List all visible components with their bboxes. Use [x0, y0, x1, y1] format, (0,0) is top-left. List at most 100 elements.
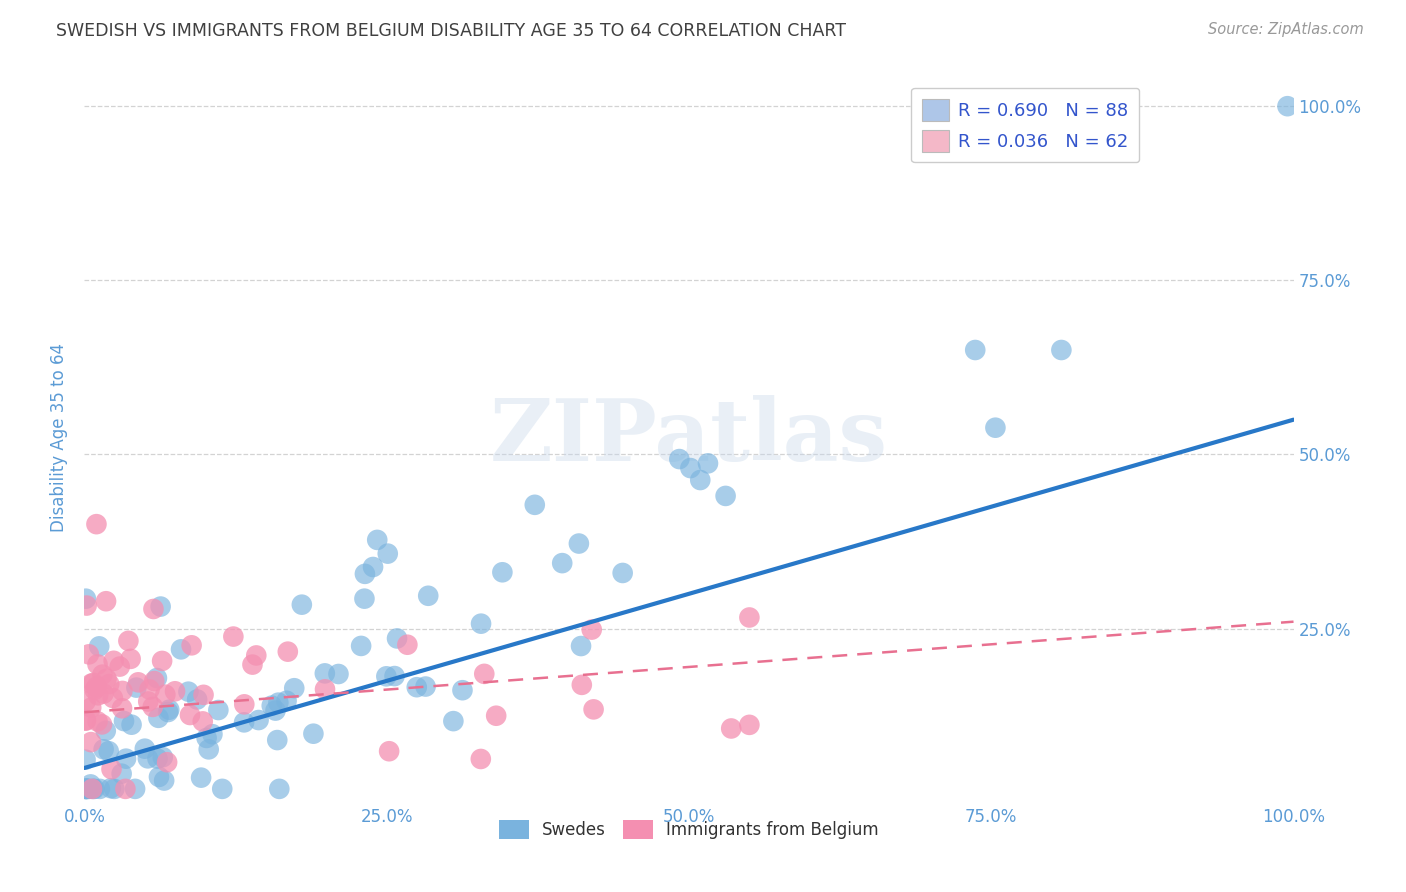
Point: [108, 659, 131, 673]
Point: [75, 753, 97, 767]
Point: [247, 713, 270, 727]
Point: [396, 638, 419, 652]
Point: [415, 680, 437, 694]
Point: [350, 639, 373, 653]
Point: [157, 705, 180, 719]
Point: [153, 773, 176, 788]
Point: [80, 735, 103, 749]
Point: [523, 498, 546, 512]
Point: [98, 677, 121, 691]
Point: [245, 648, 267, 663]
Point: [75, 713, 97, 727]
Point: [418, 589, 440, 603]
Point: [222, 630, 245, 644]
Point: [114, 781, 136, 796]
Text: ZIPatlas: ZIPatlas: [489, 395, 889, 479]
Point: [984, 420, 1007, 434]
Text: Source: ZipAtlas.com: Source: ZipAtlas.com: [1208, 22, 1364, 37]
Point: [120, 652, 142, 666]
Point: [612, 566, 634, 580]
Point: [77, 648, 100, 662]
Point: [142, 602, 165, 616]
Point: [242, 657, 264, 672]
Point: [377, 547, 399, 561]
Point: [83, 682, 105, 697]
Point: [111, 684, 134, 698]
Legend: Swedes, Immigrants from Belgium: Swedes, Immigrants from Belgium: [492, 814, 886, 846]
Point: [668, 452, 690, 467]
Point: [283, 681, 305, 696]
Point: [738, 718, 761, 732]
Point: [491, 566, 513, 580]
Point: [689, 473, 711, 487]
Point: [233, 698, 256, 712]
Point: [353, 591, 375, 606]
Point: [76, 599, 98, 613]
Point: [146, 751, 169, 765]
Point: [195, 731, 218, 745]
Point: [80, 700, 103, 714]
Point: [82, 781, 104, 796]
Point: [302, 727, 325, 741]
Point: [94, 723, 117, 738]
Point: [86, 714, 108, 729]
Point: [714, 489, 737, 503]
Point: [115, 752, 138, 766]
Point: [152, 750, 174, 764]
Point: [101, 690, 124, 705]
Point: [121, 717, 143, 731]
Point: [100, 762, 122, 776]
Point: [75, 694, 97, 708]
Text: SWEDISH VS IMMIGRANTS FROM BELGIUM DISABILITY AGE 35 TO 64 CORRELATION CHART: SWEDISH VS IMMIGRANTS FROM BELGIUM DISAB…: [56, 22, 846, 40]
Point: [179, 708, 201, 723]
Point: [149, 599, 172, 614]
Point: [260, 698, 283, 713]
Point: [86, 680, 108, 694]
Point: [142, 699, 165, 714]
Point: [75, 781, 97, 796]
Point: [96, 672, 118, 686]
Point: [177, 684, 200, 698]
Point: [136, 751, 159, 765]
Point: [385, 632, 408, 646]
Point: [267, 696, 290, 710]
Point: [291, 598, 314, 612]
Point: [93, 686, 115, 700]
Point: [112, 714, 135, 728]
Point: [76, 781, 98, 796]
Point: [485, 708, 508, 723]
Point: [470, 752, 492, 766]
Point: [582, 702, 605, 716]
Point: [269, 781, 291, 796]
Point: [148, 711, 170, 725]
Point: [136, 694, 159, 708]
Point: [170, 642, 193, 657]
Point: [86, 657, 108, 672]
Point: [138, 682, 160, 697]
Point: [75, 781, 97, 796]
Point: [441, 714, 464, 728]
Point: [117, 633, 139, 648]
Point: [186, 692, 208, 706]
Point: [314, 682, 336, 697]
Point: [1050, 343, 1073, 357]
Point: [75, 781, 97, 796]
Point: [127, 675, 149, 690]
Point: [124, 781, 146, 796]
Point: [354, 566, 377, 581]
Point: [180, 638, 202, 652]
Point: [100, 781, 122, 796]
Point: [211, 781, 233, 796]
Point: [134, 741, 156, 756]
Point: [190, 771, 212, 785]
Point: [103, 781, 125, 796]
Point: [125, 681, 148, 695]
Point: [571, 678, 593, 692]
Point: [75, 781, 97, 796]
Point: [86, 517, 108, 532]
Point: [91, 667, 114, 681]
Point: [965, 343, 987, 357]
Point: [103, 654, 125, 668]
Point: [76, 781, 98, 796]
Point: [77, 781, 100, 796]
